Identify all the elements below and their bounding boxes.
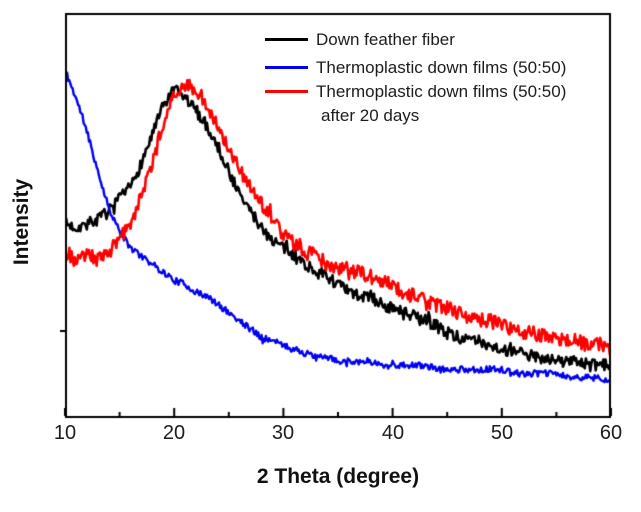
x-tick-label-50: 50 <box>490 422 514 444</box>
legend-label-after-20-days: after 20 days <box>321 106 420 125</box>
legend-line-black <box>265 38 308 41</box>
x-tick-label-30: 30 <box>271 422 295 444</box>
legend-line-red <box>265 90 308 93</box>
x-tick-label-40: 40 <box>381 422 405 444</box>
legend-label-thermoplastic-films-aged: Thermoplastic down films (50:50) <box>316 82 567 101</box>
legend-line-blue <box>265 66 308 69</box>
x-tick-label-10: 10 <box>53 422 77 444</box>
x-tick-label-20: 20 <box>162 422 186 444</box>
legend-label-down-feather-fiber: Down feather fiber <box>316 30 455 49</box>
legend-label-thermoplastic-films: Thermoplastic down films (50:50) <box>316 58 567 77</box>
x-axis-title: 2 Theta (degree) <box>256 465 420 488</box>
y-axis-title: Intensity <box>10 178 33 266</box>
x-tick-label-60: 60 <box>599 422 623 444</box>
